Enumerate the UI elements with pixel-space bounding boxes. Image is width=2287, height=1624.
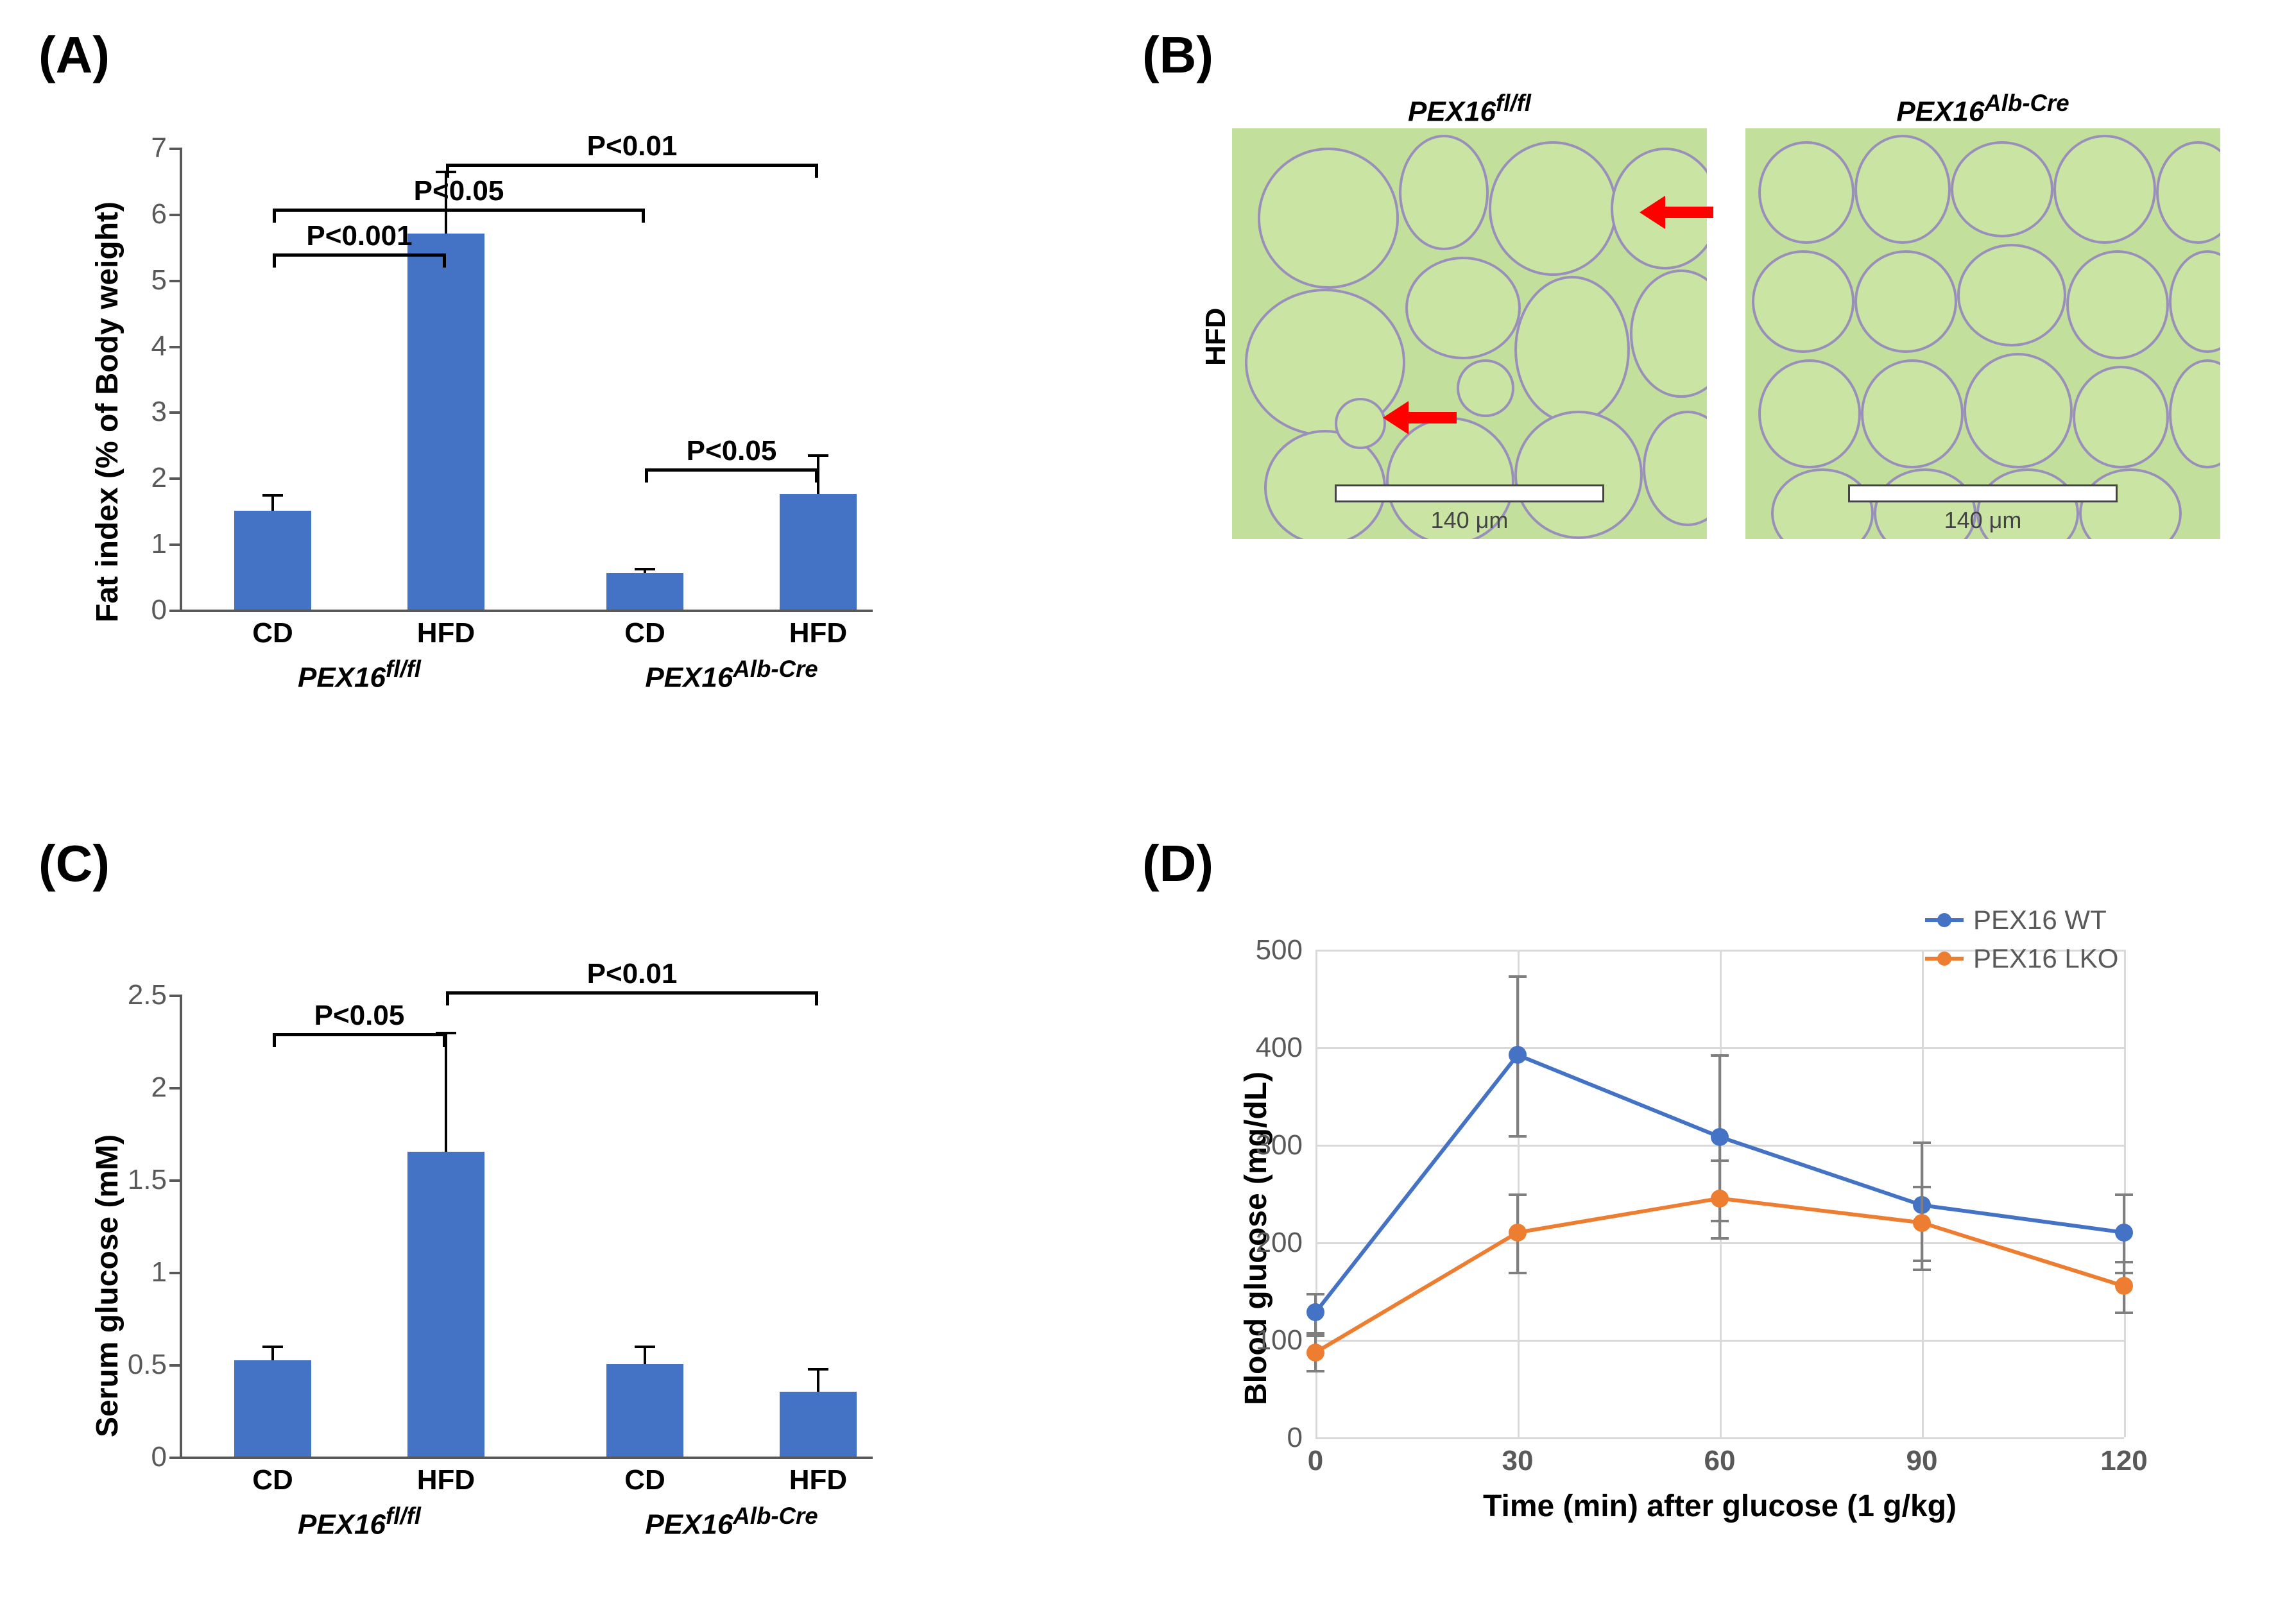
- panel-a-label: (A): [39, 26, 110, 85]
- legend-pex16-wt: PEX16 WT: [1925, 905, 2107, 936]
- panel-b-left-title: PEX16fl/fl: [1232, 90, 1707, 128]
- panel-b-label: (B): [1142, 26, 1213, 85]
- panel-c-label: (C): [39, 834, 110, 893]
- panel-b-side-label: HFD: [1200, 308, 1232, 366]
- panel-b-right-image: 140 μm: [1745, 128, 2220, 539]
- panel-b-right-title: PEX16Alb-Cre: [1745, 90, 2220, 128]
- panel-b-left-image: 140 μm: [1232, 128, 1707, 539]
- legend-pex16-lko: PEX16 LKO: [1925, 943, 2118, 974]
- panel-d-label: (D): [1142, 834, 1213, 893]
